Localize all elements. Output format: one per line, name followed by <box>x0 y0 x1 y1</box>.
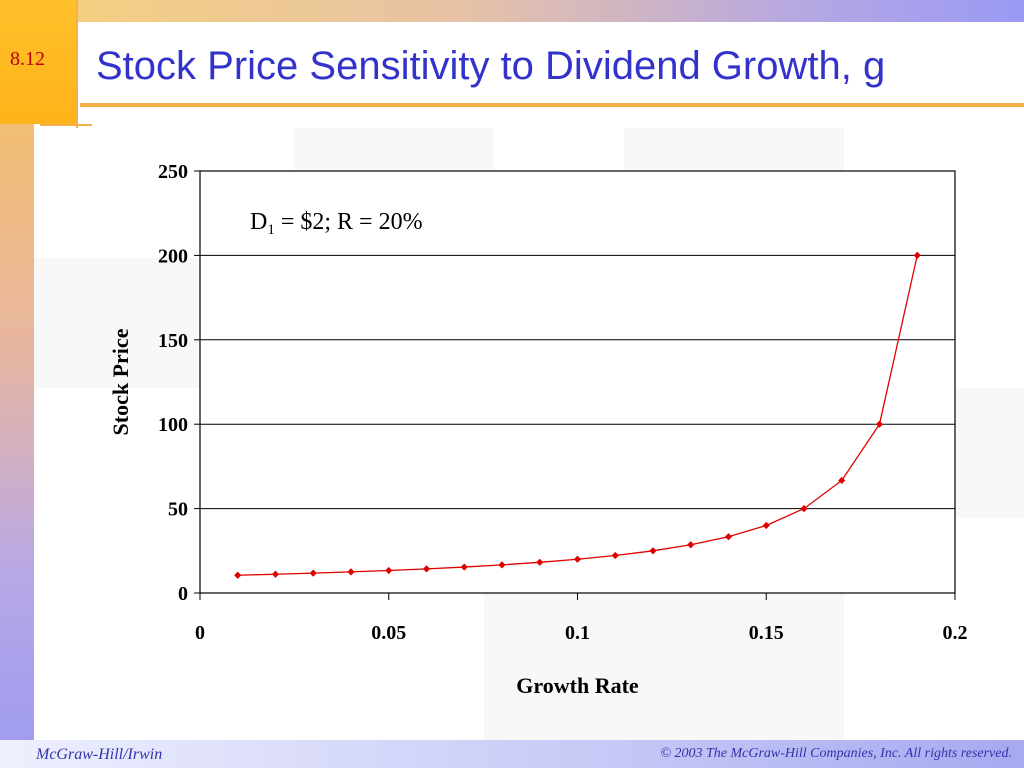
data-point <box>838 476 846 485</box>
plot-area <box>199 170 956 594</box>
x-tick-label: 0.1 <box>565 622 590 644</box>
data-point <box>385 566 393 575</box>
y-tick-label: 250 <box>158 161 188 183</box>
content-area: 0 50 100 150 200 250 0 0.05 0.1 0.15 0.2 Growth Rat… <box>34 128 1024 740</box>
y-tick-label: 100 <box>158 414 188 436</box>
y-tick-label: 150 <box>158 330 188 352</box>
data-point <box>687 541 695 549</box>
corner-line-horizontal <box>40 124 92 126</box>
data-point <box>460 563 468 571</box>
data-point <box>724 533 733 541</box>
slide-number: 8.12 <box>10 48 45 70</box>
data-point <box>498 561 506 569</box>
data-point <box>422 565 431 573</box>
y-tick-label: 0 <box>178 583 188 605</box>
slide-title: Stock Price Sensitivity to Dividend Grow… <box>96 44 886 88</box>
data-point <box>611 551 619 560</box>
data-point <box>347 568 355 576</box>
y-tick-label: 50 <box>168 499 188 521</box>
data-point <box>762 521 770 530</box>
x-tick-label: 0.15 <box>749 622 784 644</box>
footer-bar: McGraw-Hill/Irwin © 2003 The McGraw-Hill… <box>0 740 1024 768</box>
x-axis-title: Growth Rate <box>516 673 639 698</box>
title-underline <box>80 103 1024 107</box>
corner-line-vertical <box>76 0 78 150</box>
data-point <box>271 570 280 578</box>
x-tick-label: 0 <box>195 622 205 644</box>
footer-copyright: © 2003 The McGraw-Hill Companies, Inc. A… <box>660 746 1012 761</box>
title-panel <box>80 22 1024 102</box>
data-point <box>536 558 544 566</box>
data-point <box>875 420 884 428</box>
top-decor-band <box>0 0 1024 22</box>
stock-price-chart: 0 50 100 150 200 250 0 0.05 0.1 0.15 0.2 Growth Rat… <box>108 161 968 698</box>
data-point <box>649 547 657 555</box>
x-tick-label: 0.2 <box>943 622 968 644</box>
footer-publisher: McGraw-Hill/Irwin <box>36 746 163 763</box>
data-point <box>800 505 808 513</box>
y-tick-label: 200 <box>158 245 188 267</box>
data-point <box>573 555 582 563</box>
data-point <box>234 571 242 579</box>
y-axis-title: Stock Price <box>108 328 133 435</box>
x-tick-label: 0.05 <box>371 622 406 644</box>
slide-number-box: 8.12 <box>0 0 76 124</box>
data-point <box>309 569 317 577</box>
chart-annotation: D1 = $2; R = 20% <box>250 209 423 238</box>
left-decor-band <box>0 0 34 768</box>
